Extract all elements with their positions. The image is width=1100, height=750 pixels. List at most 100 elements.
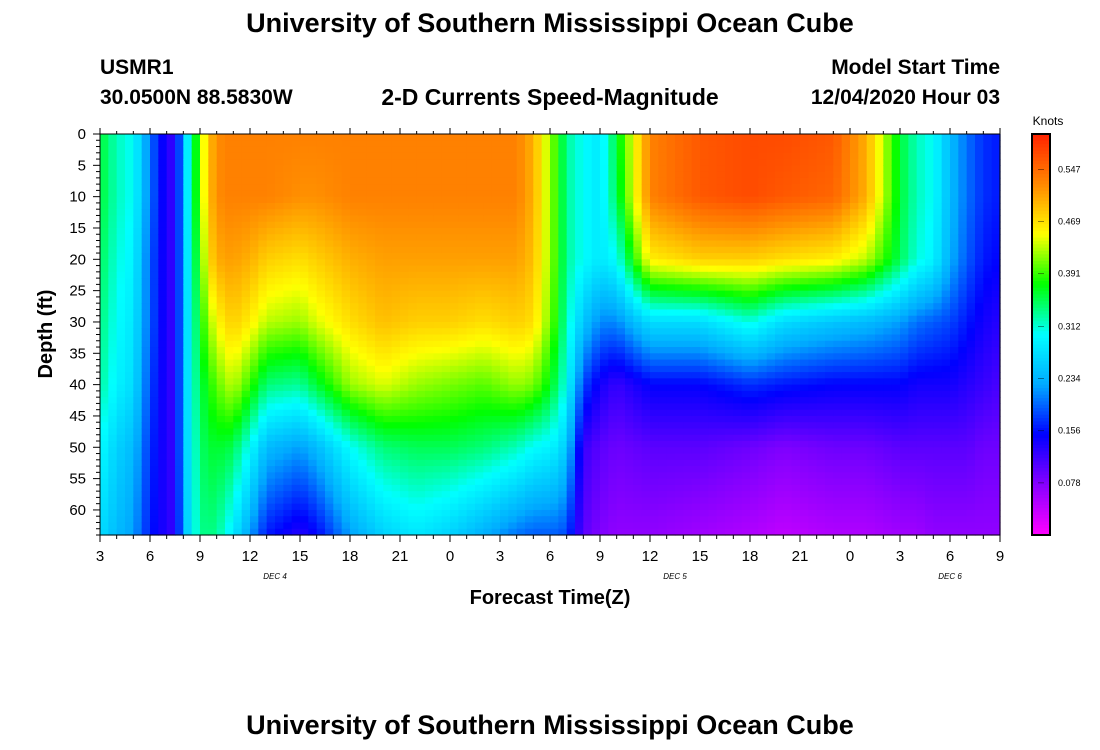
heatmap-cell bbox=[441, 397, 451, 405]
heatmap-cell bbox=[325, 447, 334, 455]
heatmap-cell bbox=[216, 472, 226, 480]
heatmap-cell bbox=[550, 202, 559, 210]
heatmap-cell bbox=[491, 434, 501, 442]
heatmap-cell bbox=[700, 403, 709, 411]
heatmap-cell bbox=[616, 321, 626, 329]
heatmap-cell bbox=[408, 315, 418, 323]
heatmap-cell bbox=[683, 359, 693, 367]
heatmap-cell bbox=[325, 409, 334, 417]
heatmap-cell bbox=[458, 378, 468, 386]
heatmap-cell bbox=[258, 240, 268, 248]
heatmap-cell bbox=[675, 140, 684, 148]
heatmap-cell bbox=[675, 190, 684, 198]
heatmap-cell bbox=[458, 321, 468, 329]
heatmap-cell bbox=[241, 415, 251, 423]
heatmap-cell bbox=[241, 278, 251, 285]
heatmap-cell bbox=[500, 441, 509, 448]
heatmap-cell bbox=[408, 441, 418, 448]
heatmap-cell bbox=[341, 165, 351, 173]
heatmap-cell bbox=[616, 353, 626, 361]
heatmap-cell bbox=[241, 522, 251, 530]
heatmap-cell bbox=[108, 253, 118, 260]
heatmap-cell bbox=[500, 472, 509, 480]
heatmap-cell bbox=[241, 390, 251, 398]
heatmap-cell bbox=[133, 453, 143, 461]
heatmap-cell bbox=[416, 466, 426, 473]
heatmap-cell bbox=[583, 265, 593, 273]
heatmap-cell bbox=[425, 240, 434, 248]
heatmap-cell bbox=[291, 202, 301, 210]
heatmap-cell bbox=[216, 221, 226, 229]
heatmap-cell bbox=[600, 372, 609, 379]
heatmap-cell bbox=[241, 171, 251, 179]
heatmap-cell bbox=[475, 321, 484, 329]
heatmap-cell bbox=[600, 409, 609, 417]
heatmap-cell bbox=[216, 522, 226, 530]
heatmap-cell bbox=[733, 321, 743, 329]
heatmap-cell bbox=[258, 447, 268, 455]
heatmap-cell bbox=[416, 434, 426, 442]
heatmap-cell bbox=[175, 353, 184, 361]
heatmap-cell bbox=[325, 321, 334, 329]
heatmap-cell bbox=[725, 447, 734, 455]
heatmap-cell bbox=[708, 372, 718, 379]
heatmap-cell bbox=[491, 209, 501, 217]
heatmap-cell bbox=[100, 516, 109, 524]
heatmap-cell bbox=[366, 459, 376, 467]
heatmap-cell bbox=[283, 516, 293, 524]
heatmap-cell bbox=[333, 196, 343, 204]
heatmap-cell bbox=[725, 334, 734, 342]
heatmap-cell bbox=[141, 359, 151, 367]
heatmap-cell bbox=[166, 296, 176, 304]
heatmap-cell bbox=[583, 409, 593, 417]
heatmap-cell bbox=[500, 234, 509, 242]
heatmap-cell bbox=[416, 509, 426, 517]
heatmap-cell bbox=[241, 290, 251, 298]
heatmap-cell bbox=[591, 315, 601, 323]
heatmap-cell bbox=[458, 209, 468, 217]
heatmap-cell bbox=[300, 372, 309, 379]
heatmap-cell bbox=[483, 509, 493, 517]
heatmap-cell bbox=[508, 509, 518, 517]
heatmap-cell bbox=[258, 134, 268, 141]
heatmap-cell bbox=[350, 253, 359, 260]
heatmap-cell bbox=[475, 347, 484, 354]
heatmap-cell bbox=[625, 309, 634, 317]
heatmap-cell bbox=[591, 353, 601, 361]
heatmap-cell bbox=[100, 184, 109, 191]
heatmap-cell bbox=[358, 177, 368, 185]
heatmap-cell bbox=[741, 434, 751, 442]
heatmap-cell bbox=[250, 284, 259, 292]
heatmap-cell bbox=[141, 259, 151, 267]
heatmap-cell bbox=[383, 365, 393, 373]
heatmap-cell bbox=[266, 434, 276, 442]
heatmap-cell bbox=[725, 278, 734, 285]
heatmap-cell bbox=[216, 528, 226, 536]
heatmap-cell bbox=[341, 334, 351, 342]
heatmap-cell bbox=[683, 403, 693, 411]
heatmap-cell bbox=[466, 378, 476, 386]
heatmap-cell bbox=[150, 528, 159, 536]
heatmap-cell bbox=[633, 190, 643, 198]
heatmap-cell bbox=[716, 227, 726, 235]
heatmap-cell bbox=[408, 528, 418, 536]
heatmap-cell bbox=[708, 484, 718, 492]
heatmap-cell bbox=[500, 528, 509, 536]
heatmap-cell bbox=[141, 428, 151, 436]
heatmap-cell bbox=[316, 378, 326, 386]
heatmap-cell bbox=[533, 491, 543, 499]
heatmap-cell bbox=[708, 171, 718, 179]
heatmap-cell bbox=[591, 140, 601, 148]
heatmap-cell bbox=[400, 516, 409, 524]
heatmap-cell bbox=[541, 422, 551, 430]
heatmap-cell bbox=[375, 240, 384, 248]
heatmap-cell bbox=[616, 378, 626, 386]
heatmap-cell bbox=[116, 202, 126, 210]
heatmap-cell bbox=[725, 152, 734, 160]
heatmap-cell bbox=[450, 390, 459, 398]
heatmap-cell bbox=[725, 209, 734, 217]
heatmap-cell bbox=[350, 484, 359, 492]
heatmap-cell bbox=[508, 265, 518, 273]
heatmap-cell bbox=[741, 246, 751, 254]
heatmap-cell bbox=[150, 196, 159, 204]
